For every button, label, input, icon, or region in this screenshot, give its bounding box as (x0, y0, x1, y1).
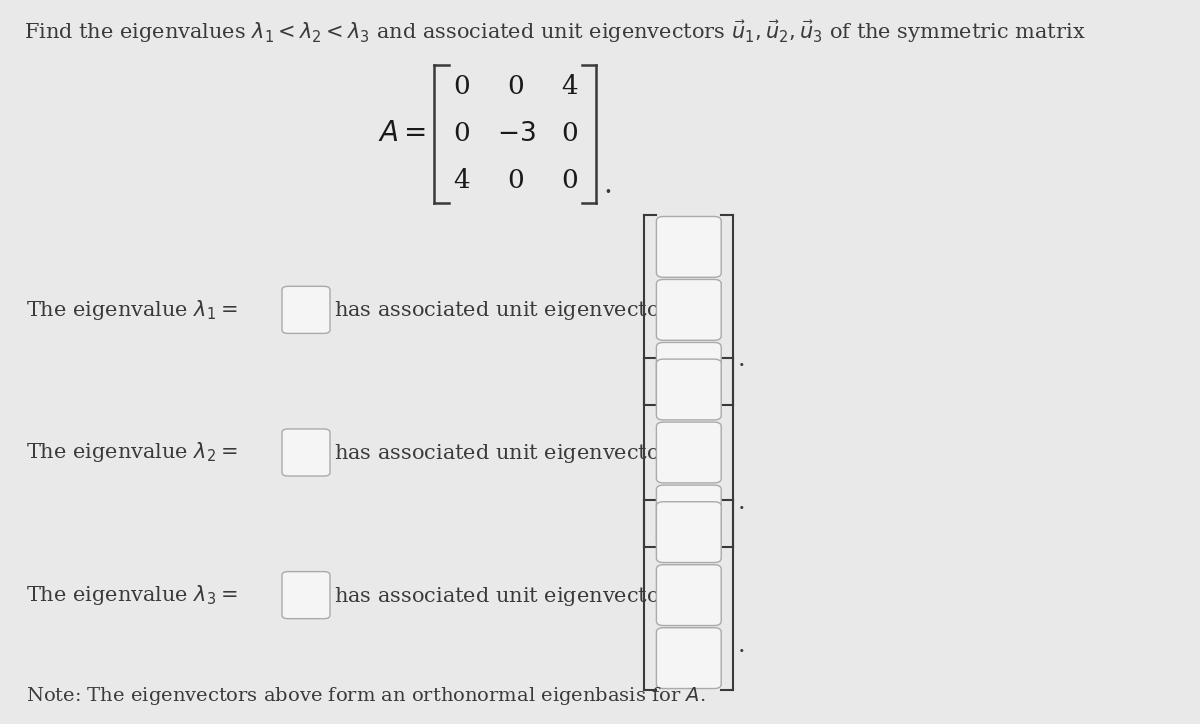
Text: 0: 0 (562, 169, 578, 193)
FancyBboxPatch shape (656, 342, 721, 403)
Text: 4: 4 (562, 75, 578, 99)
FancyBboxPatch shape (656, 359, 721, 420)
FancyBboxPatch shape (656, 628, 721, 689)
FancyBboxPatch shape (282, 572, 330, 618)
FancyBboxPatch shape (656, 216, 721, 277)
Text: 0: 0 (508, 75, 524, 99)
Text: 0: 0 (454, 75, 470, 99)
Text: 0: 0 (508, 169, 524, 193)
Text: has associated unit eigenvector $\vec{u}_3 =$: has associated unit eigenvector $\vec{u}… (334, 581, 720, 609)
FancyBboxPatch shape (656, 422, 721, 483)
Text: The eigenvalue $\lambda_2 =$: The eigenvalue $\lambda_2 =$ (26, 440, 238, 465)
Text: 0: 0 (562, 122, 578, 146)
FancyBboxPatch shape (656, 485, 721, 546)
Text: The eigenvalue $\lambda_1 =$: The eigenvalue $\lambda_1 =$ (26, 298, 238, 322)
Text: $-3$: $-3$ (497, 122, 535, 146)
Text: .: . (738, 491, 745, 514)
Text: Find the eigenvalues $\lambda_1 < \lambda_2 < \lambda_3$ and associated unit eig: Find the eigenvalues $\lambda_1 < \lambd… (24, 18, 1086, 45)
FancyBboxPatch shape (656, 502, 721, 563)
Text: has associated unit eigenvector $\vec{u}_1 =$: has associated unit eigenvector $\vec{u}… (334, 296, 720, 324)
FancyBboxPatch shape (656, 279, 721, 340)
Text: .: . (738, 348, 745, 371)
Text: 4: 4 (454, 169, 470, 193)
Text: .: . (604, 172, 612, 199)
Text: 0: 0 (454, 122, 470, 146)
Text: has associated unit eigenvector $\vec{u}_2 =$: has associated unit eigenvector $\vec{u}… (334, 439, 720, 466)
FancyBboxPatch shape (656, 565, 721, 626)
Text: The eigenvalue $\lambda_3 =$: The eigenvalue $\lambda_3 =$ (26, 583, 238, 607)
Text: Note: The eigenvectors above form an orthonormal eigenbasis for $A$.: Note: The eigenvectors above form an ort… (26, 686, 706, 707)
FancyBboxPatch shape (282, 429, 330, 476)
Text: .: . (738, 634, 745, 657)
FancyBboxPatch shape (282, 286, 330, 333)
Text: $A =$: $A =$ (378, 120, 426, 148)
